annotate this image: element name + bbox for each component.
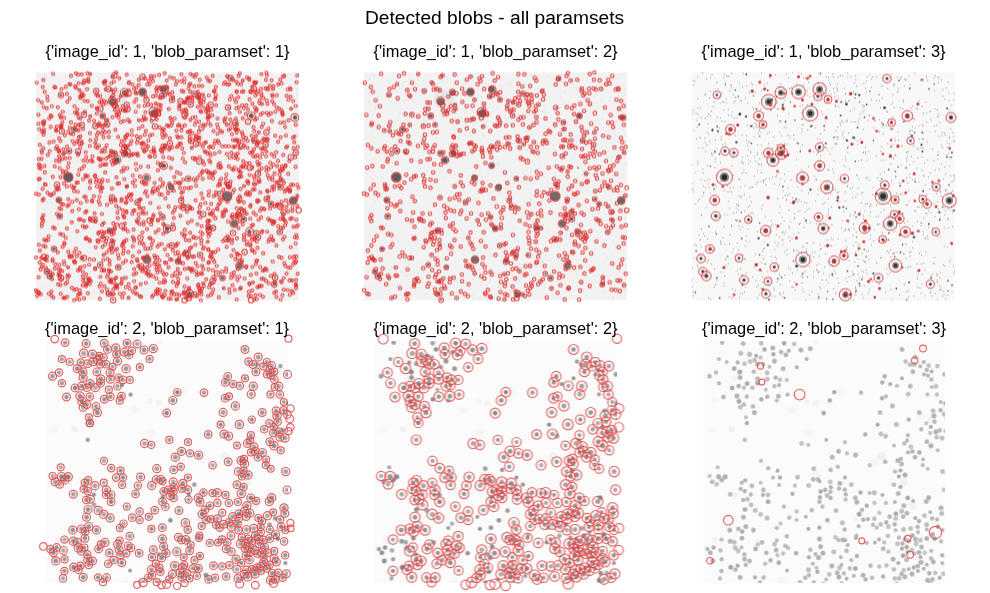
svg-text:{'image_id': 1, 'blob_paramset: {'image_id': 1, 'blob_paramset': 1}: [46, 42, 290, 61]
svg-text:{'image_id': 2, 'blob_paramset: {'image_id': 2, 'blob_paramset': 3}: [702, 319, 946, 338]
svg-text:{'image_id': 2, 'blob_paramset: {'image_id': 2, 'blob_paramset': 2}: [374, 319, 618, 338]
svg-text:Detected blobs - all paramsets: Detected blobs - all paramsets: [365, 7, 624, 28]
svg-text:{'image_id': 1, 'blob_paramset: {'image_id': 1, 'blob_paramset': 3}: [702, 42, 946, 61]
svg-text:{'image_id': 2, 'blob_paramset: {'image_id': 2, 'blob_paramset': 1}: [45, 319, 289, 338]
svg-text:{'image_id': 1, 'blob_paramset: {'image_id': 1, 'blob_paramset': 2}: [374, 42, 618, 61]
